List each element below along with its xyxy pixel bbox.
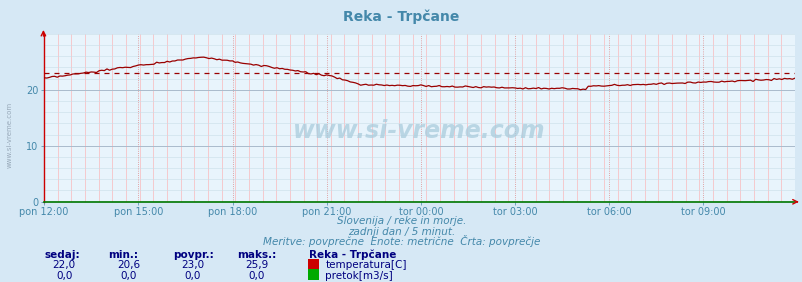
Text: 25,9: 25,9 xyxy=(245,261,268,270)
Text: 22,0: 22,0 xyxy=(53,261,75,270)
Text: pretok[m3/s]: pretok[m3/s] xyxy=(325,271,392,281)
Text: www.si-vreme.com: www.si-vreme.com xyxy=(293,119,545,143)
Text: 20,6: 20,6 xyxy=(117,261,140,270)
Text: Reka - Trpčane: Reka - Trpčane xyxy=(343,10,459,24)
Text: 0,0: 0,0 xyxy=(56,271,72,281)
Text: 0,0: 0,0 xyxy=(184,271,200,281)
Text: 0,0: 0,0 xyxy=(120,271,136,281)
Text: Meritve: povprečne  Enote: metrične  Črta: povprečje: Meritve: povprečne Enote: metrične Črta:… xyxy=(262,235,540,247)
Text: zadnji dan / 5 minut.: zadnji dan / 5 minut. xyxy=(347,228,455,237)
Text: Slovenija / reke in morje.: Slovenija / reke in morje. xyxy=(336,216,466,226)
Text: 0,0: 0,0 xyxy=(249,271,265,281)
Text: min.:: min.: xyxy=(108,250,138,260)
Text: povpr.:: povpr.: xyxy=(172,250,213,260)
Text: 23,0: 23,0 xyxy=(181,261,204,270)
Text: sedaj:: sedaj: xyxy=(44,250,79,260)
Text: maks.:: maks.: xyxy=(237,250,276,260)
Text: temperatura[C]: temperatura[C] xyxy=(325,261,406,270)
Text: Reka - Trpčane: Reka - Trpčane xyxy=(309,250,396,260)
Text: www.si-vreme.com: www.si-vreme.com xyxy=(6,102,13,168)
